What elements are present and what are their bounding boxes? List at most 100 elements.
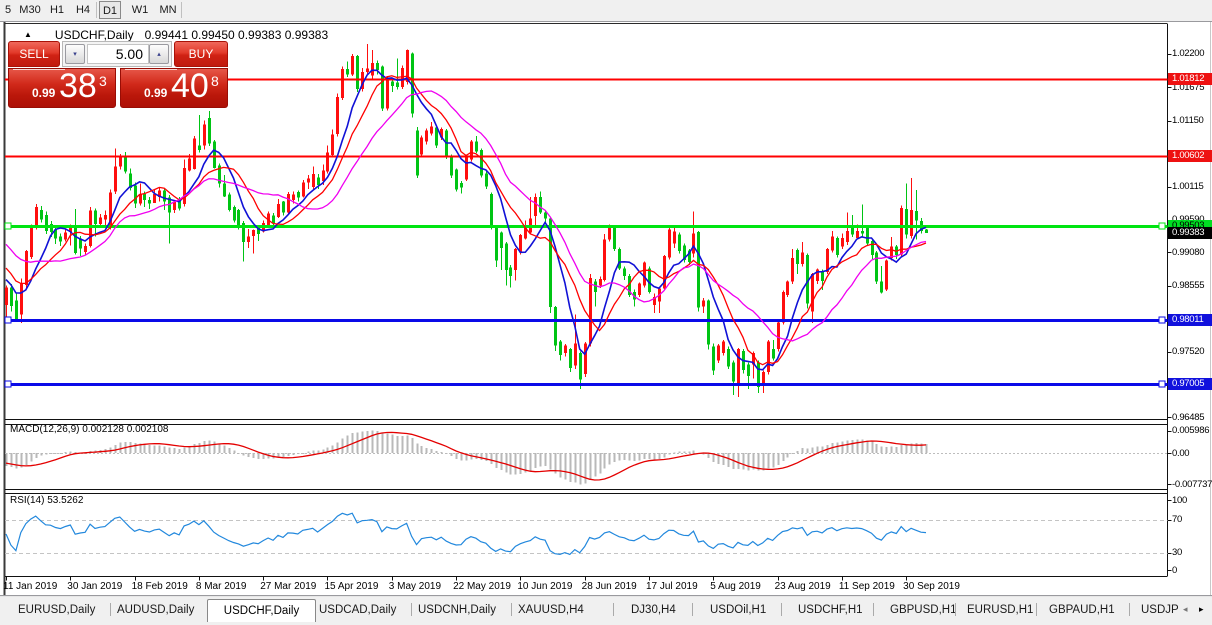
- price-tick-label: 1.01675: [1172, 81, 1205, 93]
- chart-tab-EURUSD-Daily[interactable]: EURUSD,Daily: [18, 604, 96, 616]
- buy-divider: [125, 69, 177, 70]
- rsi-indicator-label: RSI(14) 53.5262: [10, 495, 83, 506]
- tab-separator: [511, 603, 512, 616]
- rsi-name-label: RSI(14): [10, 495, 45, 506]
- collapse-arrow-icon[interactable]: ▲: [24, 30, 32, 39]
- chart-tab-XAUUSD-H4[interactable]: XAUUSD,H4: [518, 604, 584, 616]
- price-tick-label: 1.00115: [1172, 181, 1204, 193]
- price-tick-label: 0.97520: [1172, 346, 1205, 358]
- sell-price-pips: 38: [59, 67, 97, 105]
- tab-separator: [411, 603, 412, 616]
- tab-separator: [110, 603, 111, 616]
- hline-markers: [4, 222, 1166, 388]
- chart-tab-USDJP[interactable]: USDJP: [1141, 604, 1179, 616]
- tab-scroll-left-icon[interactable]: ◂: [1183, 604, 1188, 614]
- sell-button[interactable]: SELL: [8, 41, 60, 67]
- toolbar-separator: [181, 2, 182, 18]
- price-tick-label: 0.99080: [1172, 246, 1205, 258]
- overlay-ma-fast: [5, 69, 927, 371]
- timeframe-button-D1[interactable]: D1: [99, 1, 121, 19]
- price-badge-0.99383[interactable]: 0.99383: [1168, 227, 1212, 240]
- price-tick-label: 0.96485: [1172, 411, 1205, 423]
- timeframe-button-W1[interactable]: W1: [131, 4, 149, 16]
- toolbar-separator: [96, 2, 97, 18]
- price-badge-1.01812[interactable]: 1.01812: [1168, 72, 1212, 85]
- date-tick-label: 30 Sep 2019: [903, 581, 960, 592]
- timeframe-button-M30[interactable]: M30: [19, 4, 41, 16]
- macd-axis-label: 0.00: [1172, 447, 1190, 459]
- macd-main-value: 0.002128: [82, 424, 124, 435]
- volume-decrease-button[interactable]: ▾: [65, 44, 85, 64]
- macd-indicator-label: MACD(12,26,9) 0.002128 0.002108: [10, 424, 168, 435]
- price-pane: [5, 43, 1168, 397]
- date-tick-label: 5 Aug 2019: [710, 581, 761, 592]
- date-tick-label: 27 Mar 2019: [260, 581, 317, 592]
- chart-tab-USDCHF-H1[interactable]: USDCHF,H1: [798, 604, 863, 616]
- chart-tab-AUDUSD-Daily[interactable]: AUDUSD,Daily: [117, 604, 195, 616]
- one-click-trading-panel: SELL ▾ 5.00 ▴ BUY 0.99 38 3 0.99 40 8: [8, 41, 228, 108]
- rsi-axis-label: 0: [1172, 564, 1177, 576]
- chart-tab-USDCHF-Daily[interactable]: USDCHF,Daily: [207, 599, 316, 622]
- rsi-axis-label: 70: [1172, 514, 1182, 526]
- horizontal-lines: [5, 78, 1168, 386]
- date-tick-label: 28 Jun 2019: [581, 581, 637, 592]
- tab-scroll-right-icon[interactable]: ▸: [1199, 604, 1204, 614]
- macd-pane: [5, 430, 1168, 485]
- price-tick-label: 0.98555: [1172, 280, 1205, 292]
- rsi-axis-label: 100: [1172, 494, 1187, 506]
- rsi-current-value: 53.5262: [47, 495, 84, 506]
- chart-tab-bar: EURUSD,Daily AUDUSD,Daily USDCHF,Daily USDC…: [0, 596, 1212, 625]
- chart-tab-GBPUSD-H1[interactable]: GBPUSD,H1: [890, 604, 957, 616]
- volume-increase-button[interactable]: ▴: [149, 44, 169, 64]
- volume-input[interactable]: 5.00: [87, 44, 149, 64]
- sell-price-prefix: 0.99: [32, 86, 56, 100]
- tab-separator: [873, 603, 874, 616]
- sell-price-display[interactable]: 0.99 38 3: [8, 67, 116, 108]
- date-tick-label: 3 May 2019: [388, 581, 442, 592]
- timeframe-button-MN[interactable]: MN: [159, 4, 177, 16]
- volume-spinner: ▾ 5.00 ▴: [62, 41, 172, 67]
- date-tick-label: 17 Jul 2019: [645, 581, 698, 592]
- chart-ohlc-values: 0.99441 0.99450 0.99383 0.99383: [144, 28, 329, 42]
- macd-axis-label: 0.005986: [1172, 425, 1210, 437]
- overlay-ma-mid: [5, 75, 927, 366]
- timeframe-button-H1[interactable]: H1: [49, 4, 65, 16]
- rsi-pane: [5, 512, 1168, 556]
- sell-price-point: 3: [99, 73, 107, 89]
- tab-separator: [692, 603, 693, 616]
- tab-separator: [781, 603, 782, 616]
- tab-separator: [955, 603, 956, 616]
- date-tick-label: 11 Sep 2019: [838, 581, 895, 592]
- chart-tab-EURUSD-H1[interactable]: EURUSD,H1: [967, 604, 1034, 616]
- buy-price-point: 8: [211, 73, 219, 89]
- timeframe-button-H4[interactable]: H4: [75, 4, 91, 16]
- buy-price-prefix: 0.99: [144, 86, 168, 100]
- buy-price-display[interactable]: 0.99 40 8: [120, 67, 228, 108]
- chart-window: [0, 22, 1212, 596]
- timeframe-button-5[interactable]: 5: [4, 4, 12, 16]
- overlay-ma-slow: [5, 90, 927, 342]
- date-tick-label: 10 Jun 2019: [517, 581, 573, 592]
- buy-price-pips: 40: [171, 67, 209, 105]
- buy-button[interactable]: BUY: [174, 41, 228, 67]
- sell-divider: [13, 69, 65, 70]
- rsi-axis-label: 30: [1172, 547, 1182, 559]
- price-badge-0.97005[interactable]: 0.97005: [1168, 378, 1212, 391]
- tab-separator: [1036, 603, 1037, 616]
- chart-tab-GBPAUD-H1[interactable]: GBPAUD,H1: [1049, 604, 1115, 616]
- price-badge-0.98011[interactable]: 0.98011: [1168, 314, 1212, 327]
- macd-signal-value: 0.002108: [126, 424, 169, 435]
- chart-tab-USDCAD-Daily[interactable]: USDCAD,Daily: [319, 604, 397, 616]
- rsi-line: [5, 512, 927, 556]
- price-tick-label: 1.02200: [1172, 48, 1205, 60]
- chart-tab-USDCNH-Daily[interactable]: USDCNH,Daily: [418, 604, 496, 616]
- tab-separator: [1129, 603, 1130, 616]
- date-tick-label: 15 Apr 2019: [324, 581, 379, 592]
- date-tick-label: 18 Feb 2019: [131, 581, 188, 592]
- chart-tab-USDOil-H1[interactable]: USDOil,H1: [710, 604, 767, 616]
- price-badge-1.00602[interactable]: 1.00602: [1168, 149, 1212, 162]
- chart-title: ▲ USDCHF,Daily 0.99441 0.99450 0.99383 0.9…: [24, 28, 328, 42]
- chart-tab-DJ30-H4[interactable]: DJ30,H4: [631, 604, 676, 616]
- timeframe-toolbar: 5 M30 H1 H4 D1 W1 MN: [0, 0, 1212, 21]
